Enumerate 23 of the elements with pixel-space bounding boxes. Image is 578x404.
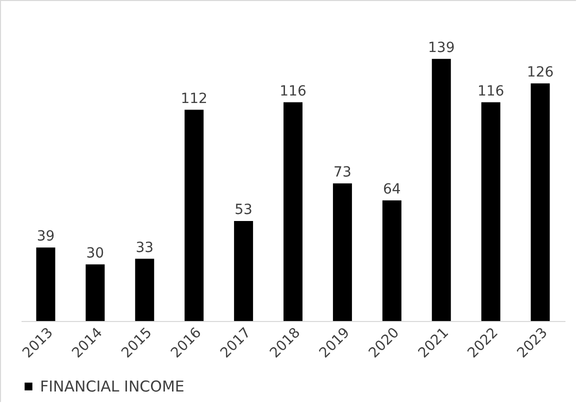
- data-label: 30: [86, 245, 104, 262]
- bar: [135, 258, 154, 321]
- bar: [184, 110, 204, 321]
- data-label: 39: [36, 228, 55, 244]
- data-label: 64: [382, 181, 401, 198]
- bar: [481, 102, 500, 321]
- bar: [284, 102, 302, 321]
- bar: [530, 83, 550, 321]
- data-label: 33: [136, 240, 154, 256]
- data-label: 73: [334, 164, 352, 180]
- bar: [86, 264, 105, 321]
- bar: [234, 221, 254, 321]
- data-label: 116: [280, 83, 306, 100]
- data-label: 126: [526, 64, 554, 80]
- legend-label: FINANCIAL INCOME: [40, 378, 184, 396]
- bar: [432, 58, 451, 321]
- data-label: 139: [428, 40, 455, 56]
- data-label: 53: [234, 202, 252, 218]
- data-label: 112: [180, 90, 208, 107]
- bar: [332, 183, 352, 321]
- bar: [382, 200, 402, 321]
- bar: [36, 247, 56, 321]
- data-label: 116: [477, 83, 504, 100]
